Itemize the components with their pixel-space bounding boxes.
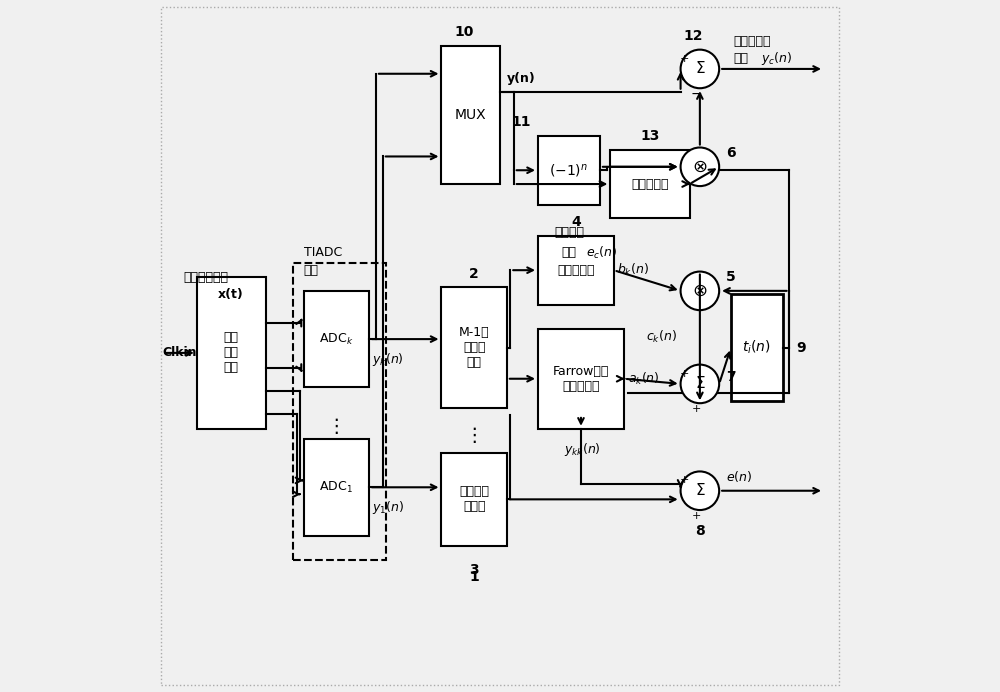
Bar (538, 136, 600, 205)
Bar (293, 263, 386, 560)
Text: ADC$_k$: ADC$_k$ (319, 331, 354, 347)
Text: 9: 9 (796, 340, 806, 355)
Text: 11: 11 (512, 115, 531, 129)
Text: $y_c(n)$: $y_c(n)$ (761, 50, 792, 67)
Text: 12: 12 (683, 29, 703, 43)
Bar (304, 439, 369, 536)
Text: Σ: Σ (695, 62, 705, 76)
Bar (538, 236, 614, 304)
Bar (731, 294, 783, 401)
Text: +: + (679, 475, 689, 485)
Text: Clkin: Clkin (162, 347, 197, 359)
Text: ⋮: ⋮ (327, 417, 346, 437)
Text: 6: 6 (726, 146, 736, 160)
Text: $(-1)^n$: $(-1)^n$ (549, 162, 588, 179)
Text: 时间误差: 时间误差 (554, 226, 584, 239)
Text: 4: 4 (571, 215, 581, 229)
Text: Σ: Σ (695, 376, 705, 392)
Text: M-1个
低通滤
波器: M-1个 低通滤 波器 (459, 326, 489, 370)
Bar (610, 149, 690, 219)
Text: Σ: Σ (695, 483, 705, 498)
Text: MUX: MUX (455, 108, 487, 122)
Text: $y_1(n)$: $y_1(n)$ (372, 500, 405, 516)
Bar (304, 291, 369, 388)
Circle shape (681, 147, 719, 186)
Text: 8: 8 (695, 524, 705, 538)
Circle shape (681, 50, 719, 89)
Text: 7: 7 (726, 370, 736, 384)
Text: 3: 3 (469, 563, 479, 577)
Text: 信号: 信号 (561, 246, 576, 260)
Text: +: + (692, 511, 701, 520)
Text: 一个低通
滤波器: 一个低通 滤波器 (459, 485, 489, 513)
Text: $e(n)$: $e(n)$ (726, 469, 752, 484)
Text: 13: 13 (640, 129, 660, 143)
Circle shape (681, 471, 719, 510)
Text: 第一微分器: 第一微分器 (557, 264, 595, 277)
Circle shape (681, 365, 719, 403)
Bar (538, 329, 624, 429)
Text: $y_k(n)$: $y_k(n)$ (372, 352, 404, 368)
Text: y(n): y(n) (507, 72, 536, 85)
Text: $y_{kk}(n)$: $y_{kk}(n)$ (564, 441, 601, 458)
Bar (441, 453, 507, 546)
Text: $t_i(n)$: $t_i(n)$ (742, 339, 771, 356)
Text: $c_k(n)$: $c_k(n)$ (646, 329, 677, 345)
Text: ⊗: ⊗ (692, 282, 707, 300)
Text: $e_c(n)$: $e_c(n)$ (586, 245, 618, 261)
Bar (197, 277, 266, 429)
Text: $b_k(n)$: $b_k(n)$ (617, 262, 649, 278)
Text: 2: 2 (469, 266, 479, 280)
Text: 信号: 信号 (733, 52, 748, 65)
Text: Farrow结构
延时滤波器: Farrow结构 延时滤波器 (553, 365, 609, 393)
Text: ⋮: ⋮ (464, 426, 484, 445)
Text: 1: 1 (469, 570, 479, 584)
Text: 10: 10 (454, 26, 474, 39)
Text: 系统: 系统 (304, 264, 319, 277)
Text: +: + (679, 369, 689, 379)
Text: 模拟信号输入: 模拟信号输入 (183, 271, 228, 284)
Bar (441, 287, 507, 408)
Bar (441, 46, 500, 184)
Text: x(t): x(t) (217, 288, 243, 301)
Text: +: + (692, 403, 701, 414)
Text: 时钟
产生
电路: 时钟 产生 电路 (224, 331, 239, 374)
Text: ⊗: ⊗ (692, 158, 707, 176)
Text: −: − (691, 86, 702, 101)
Text: $a_k(n)$: $a_k(n)$ (628, 371, 659, 387)
Text: 5: 5 (726, 270, 736, 284)
Circle shape (681, 271, 719, 310)
Text: ADC$_1$: ADC$_1$ (319, 480, 353, 495)
Text: +: + (679, 53, 689, 64)
Text: TIADC: TIADC (304, 246, 342, 260)
Text: 第二微分器: 第二微分器 (631, 178, 669, 190)
Text: 补偿后输出: 补偿后输出 (733, 35, 770, 48)
